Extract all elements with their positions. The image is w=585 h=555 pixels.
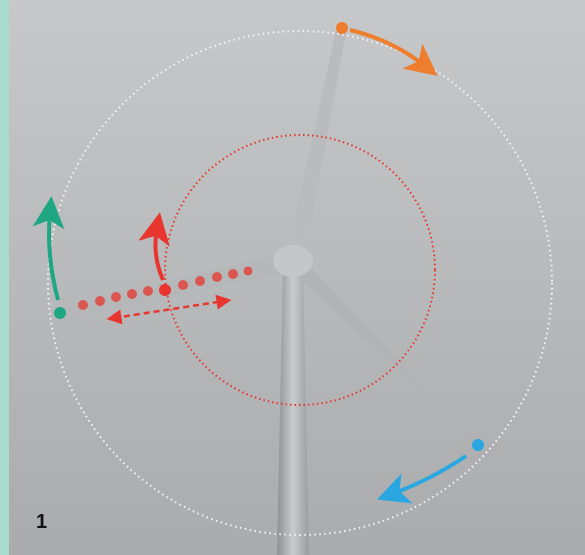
side-strip <box>0 0 9 555</box>
illustration: 1 <box>0 0 585 555</box>
red-point <box>159 284 171 296</box>
page: {"figure_label": "1"} <box>0 0 585 555</box>
figure-label: 1 <box>36 511 47 533</box>
blue-tip <box>472 439 484 451</box>
hub <box>273 245 313 277</box>
orange-tip <box>336 22 348 34</box>
green-tip <box>54 307 66 319</box>
